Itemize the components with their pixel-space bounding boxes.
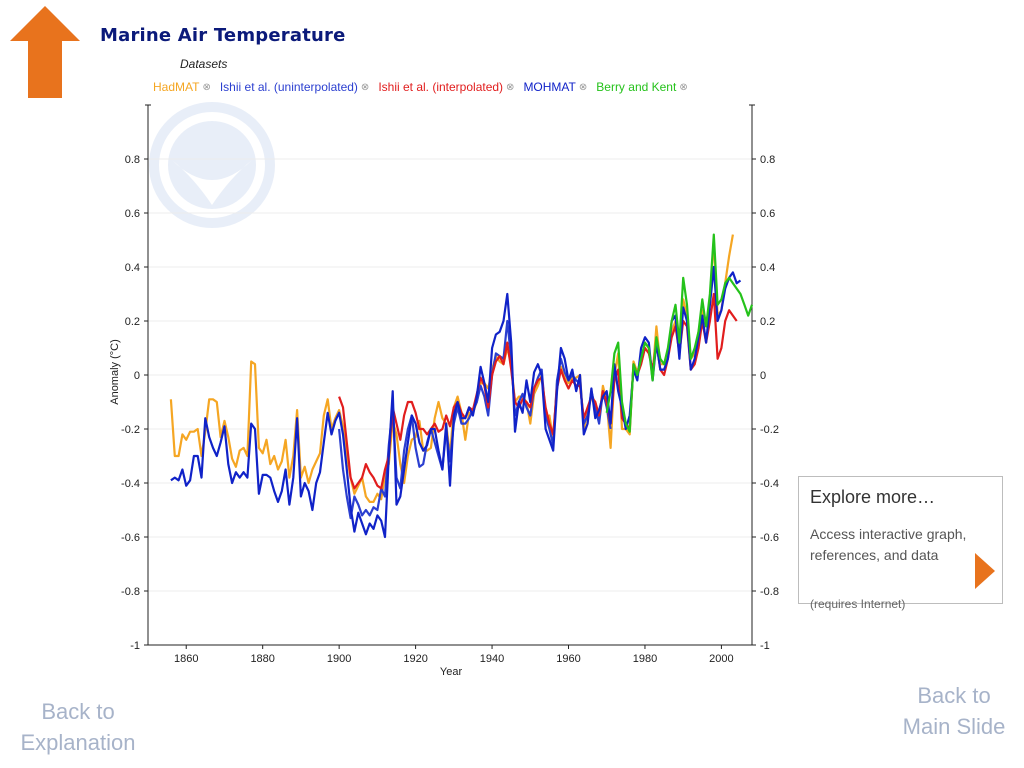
y-tick-label-right: 0.4 <box>760 262 775 274</box>
y-tick-label-right: 0.2 <box>760 316 775 328</box>
x-tick-label: 1920 <box>403 653 427 665</box>
legend-item[interactable]: Ishii et al. (uninterpolated) ⊗ <box>220 80 369 94</box>
explore-more-title: Explore more… <box>810 487 936 507</box>
legend-label: MOHMAT <box>523 80 576 94</box>
y-tick-label-left: -0.6 <box>121 532 140 544</box>
legend-label: Berry and Kent <box>596 80 677 94</box>
x-tick-label: 1860 <box>174 653 198 665</box>
chart-title: Marine Air Temperature <box>100 25 346 46</box>
y-tick-label-left: 0.4 <box>125 262 140 274</box>
chart-legend: HadMAT ⊗ Ishii et al. (uninterpolated) ⊗ Ish… <box>153 80 688 94</box>
legend-label: HadMAT <box>153 80 200 94</box>
explore-more-note: (requires Internet) <box>810 597 906 611</box>
x-tick-label: 1940 <box>480 653 504 665</box>
y-tick-label-left: 0 <box>134 370 140 382</box>
y-tick-label-right: -0.6 <box>760 532 779 544</box>
x-tick-label: 1960 <box>556 653 580 665</box>
series-line-berry-and-kent <box>605 233 754 433</box>
y-tick-label-left: -1 <box>130 640 140 652</box>
legend-toggle-icon[interactable]: ⊗ <box>578 81 588 93</box>
y-tick-label-left: -0.2 <box>121 424 140 436</box>
x-tick-label: 1980 <box>633 653 657 665</box>
legend-toggle-icon[interactable]: ⊗ <box>679 81 688 93</box>
y-tick-label-right: -0.8 <box>760 586 779 598</box>
y-tick-label-left: 0.6 <box>125 208 140 220</box>
back-to-main-slide-link[interactable]: Back to Main Slide <box>902 683 1006 739</box>
legend-heading: Datasets <box>180 57 228 71</box>
legend-toggle-icon[interactable]: ⊗ <box>360 81 370 93</box>
y-tick-label-right: 0 <box>760 370 766 382</box>
legend-toggle-icon[interactable]: ⊗ <box>202 81 211 93</box>
play-arrow-shape <box>975 553 995 589</box>
noaa-logo-watermark <box>149 102 275 228</box>
legend-item[interactable]: MOHMAT ⊗ <box>523 80 587 94</box>
grid <box>148 158 752 646</box>
series-line-mohmat <box>170 265 742 539</box>
y-tick-label-left: -0.4 <box>121 478 140 490</box>
y-tick-label-right: 0.6 <box>760 208 775 220</box>
y-tick-label-left: 0.8 <box>125 154 140 166</box>
back-to-explanation-link[interactable]: Back to Explanation <box>20 699 136 755</box>
up-arrow-icon[interactable] <box>10 6 80 98</box>
y-tick-label-right: -1 <box>760 640 770 652</box>
y-axis-label: Anomaly (°C) <box>109 339 121 405</box>
y-tick-label-left: -0.8 <box>121 586 140 598</box>
legend-label: Ishii et al. (uninterpolated) <box>219 80 358 94</box>
y-tick-label-right: -0.4 <box>760 478 779 490</box>
y-tick-label-right: -0.2 <box>760 424 779 436</box>
legend-label: Ishii et al. (interpolated) <box>378 80 504 94</box>
series-lines <box>169 233 754 539</box>
legend-item[interactable]: Ishii et al. (interpolated) ⊗ <box>378 80 514 94</box>
legend-toggle-icon[interactable]: ⊗ <box>506 81 515 93</box>
y-tick-label-right: 0.8 <box>760 154 775 166</box>
legend-item[interactable]: HadMAT ⊗ <box>153 80 211 94</box>
x-tick-label: 2000 <box>709 653 733 665</box>
up-arrow-shape <box>10 6 80 98</box>
noaa-logo-ring <box>149 102 275 228</box>
explore-more-description: Access interactive graph, references, an… <box>810 526 967 563</box>
x-tick-label: 1900 <box>327 653 351 665</box>
noaa-logo-bird <box>172 160 252 205</box>
noaa-logo-disc <box>168 121 256 209</box>
legend-item[interactable]: Berry and Kent ⊗ <box>596 80 687 94</box>
x-axis-label: Year <box>440 666 463 678</box>
axes: -1 -1 -0.8 -0.8 -0.6 -0.6 -0.4 -0.4 -0.2 -0.2 0 0 0.… <box>121 104 779 665</box>
explore-more-card[interactable]: Explore more… Access interactive graph, … <box>798 476 1003 611</box>
play-arrow-icon[interactable] <box>975 553 995 589</box>
y-tick-label-left: 0.2 <box>125 316 140 328</box>
x-tick-label: 1880 <box>250 653 274 665</box>
